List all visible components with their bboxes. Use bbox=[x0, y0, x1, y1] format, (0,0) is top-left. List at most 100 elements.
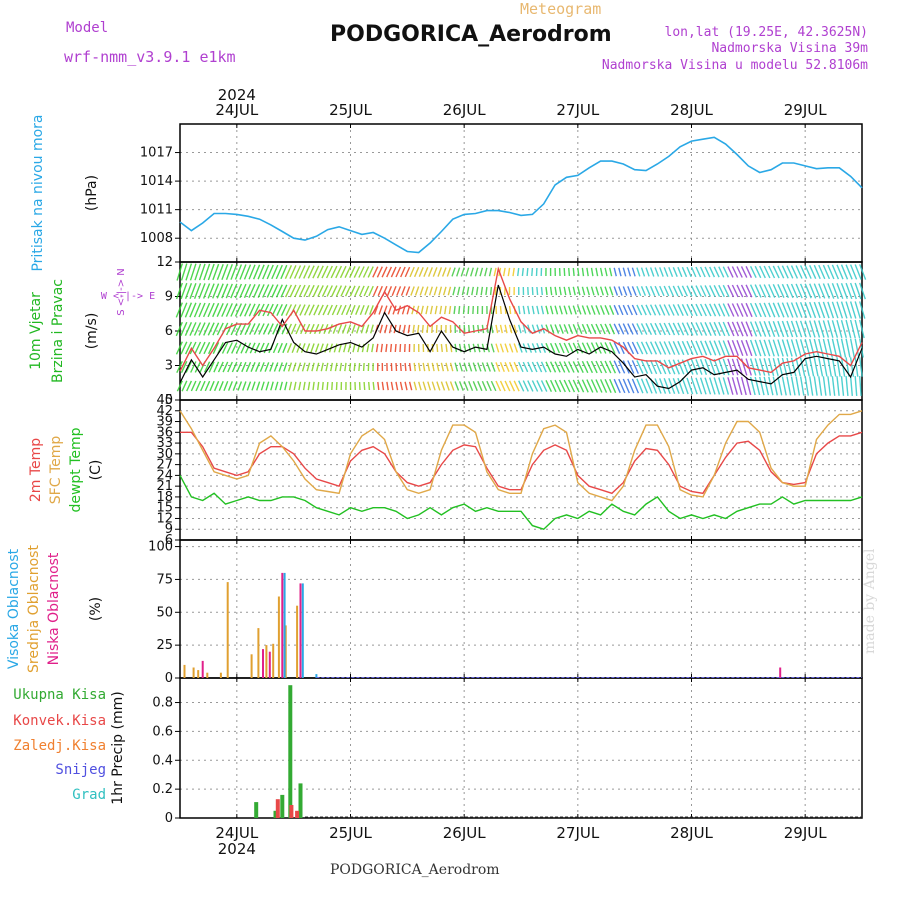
wind-arrow bbox=[549, 342, 556, 354]
wind-arrow bbox=[686, 340, 694, 356]
wind-arrow bbox=[804, 376, 809, 396]
wind-arrow bbox=[377, 381, 380, 391]
wind-arrow bbox=[317, 381, 320, 391]
wind-arrow bbox=[699, 377, 707, 395]
wind-arrow bbox=[822, 357, 828, 377]
wind-arrow bbox=[604, 286, 609, 296]
wind-arrow bbox=[654, 341, 662, 355]
wind-arrow bbox=[577, 286, 581, 296]
wind-arrow bbox=[499, 343, 504, 353]
wind-arrow bbox=[203, 341, 211, 355]
wind-arrow bbox=[318, 324, 324, 334]
wind-arrow bbox=[831, 283, 839, 299]
wind-arrow bbox=[392, 305, 397, 315]
date-label-top: 26JUL bbox=[443, 101, 486, 119]
wind-arrow bbox=[681, 266, 688, 278]
pressure-axis-title: Pritisak na nivou mora bbox=[30, 114, 46, 271]
wind-arrow bbox=[417, 324, 420, 334]
wind-arrow bbox=[563, 324, 569, 334]
wind-arrow bbox=[223, 381, 229, 391]
wind-arrow bbox=[449, 381, 455, 391]
wind-arrow bbox=[654, 359, 662, 375]
wind-barbs bbox=[175, 263, 867, 396]
wind-arrow bbox=[193, 322, 202, 336]
wind-axis-title-2: Brzina i Pravac bbox=[50, 279, 66, 383]
wind-arrow bbox=[545, 361, 552, 373]
wind-arrow bbox=[599, 286, 604, 296]
wind-arrow bbox=[772, 339, 780, 357]
wind-arrow bbox=[677, 340, 685, 356]
wind-arrow bbox=[695, 359, 703, 375]
panel-frame bbox=[179, 399, 863, 541]
wind-arrow bbox=[659, 304, 666, 316]
wind-arrow bbox=[475, 286, 479, 296]
wind-arrow bbox=[740, 284, 748, 298]
wind-arrow bbox=[186, 380, 193, 392]
wind-arrow bbox=[480, 286, 484, 296]
wind-arrow bbox=[458, 305, 461, 315]
wind-arrow bbox=[536, 324, 541, 334]
wind-arrow bbox=[704, 303, 712, 317]
wind-arrow bbox=[308, 304, 315, 316]
wind-arrow bbox=[627, 304, 633, 316]
wind-arrow bbox=[280, 304, 288, 316]
wind-arrow bbox=[453, 305, 456, 315]
wind-arrow bbox=[494, 286, 497, 296]
precip-bar bbox=[289, 805, 294, 818]
wind-arrow bbox=[281, 323, 288, 335]
wind-arrow bbox=[599, 323, 606, 335]
cloud-bar bbox=[277, 596, 280, 678]
cloud-bar bbox=[201, 660, 204, 678]
wind-arrow bbox=[468, 362, 473, 372]
wind-arrow bbox=[410, 286, 415, 296]
wind-arrow bbox=[631, 323, 639, 335]
wind-arrow bbox=[349, 266, 356, 278]
wind-arrow bbox=[818, 264, 826, 280]
wind-arrow bbox=[749, 302, 758, 318]
wind-arrow bbox=[840, 376, 845, 396]
wind-arrow bbox=[699, 340, 708, 356]
wind-arrow bbox=[681, 304, 689, 316]
temp-2m-line bbox=[180, 431, 863, 495]
wind-arrow bbox=[759, 302, 767, 318]
wind-arrow bbox=[749, 339, 757, 357]
wind-arrow bbox=[540, 286, 543, 296]
wind-arrow bbox=[531, 305, 535, 315]
wind-arrow bbox=[790, 376, 796, 396]
wind-arrow bbox=[377, 285, 383, 297]
wind-arrow bbox=[618, 286, 623, 296]
wind-arrow bbox=[407, 324, 411, 334]
wind-arrow bbox=[266, 284, 274, 298]
wind-arrow bbox=[175, 321, 183, 337]
wind-arrow bbox=[845, 338, 851, 358]
wind-arrow bbox=[672, 267, 678, 277]
wind-arrow bbox=[421, 324, 424, 334]
wind-arrow bbox=[572, 342, 579, 354]
wind-arrow bbox=[345, 304, 352, 316]
wind-arrow bbox=[772, 265, 780, 279]
wind-arrow bbox=[449, 343, 453, 353]
wind-arrow bbox=[330, 265, 338, 279]
wind-arrow bbox=[640, 341, 648, 355]
wind-arrow bbox=[471, 286, 474, 296]
wind-arrow bbox=[631, 341, 639, 355]
wind-arrow bbox=[286, 343, 293, 353]
wind-arrow bbox=[449, 362, 454, 372]
wind-arrow bbox=[627, 378, 635, 394]
wind-arrow bbox=[317, 285, 324, 297]
wind-arrow bbox=[457, 286, 461, 296]
wind-arrow bbox=[296, 343, 302, 353]
wind-arrow bbox=[818, 357, 824, 377]
wind-arrow bbox=[527, 361, 533, 373]
wind-arrow bbox=[391, 286, 397, 296]
wind-arrow bbox=[772, 320, 780, 338]
wind-arrow bbox=[434, 305, 438, 315]
y-tick-label: 33 bbox=[156, 436, 173, 451]
y-tick-label: 9 bbox=[165, 522, 173, 537]
wind-arrow bbox=[333, 343, 338, 353]
wind-arrow bbox=[740, 266, 748, 278]
wind-arrow bbox=[722, 266, 729, 278]
wind-arrow bbox=[768, 321, 776, 337]
wind-arrow bbox=[713, 285, 721, 297]
